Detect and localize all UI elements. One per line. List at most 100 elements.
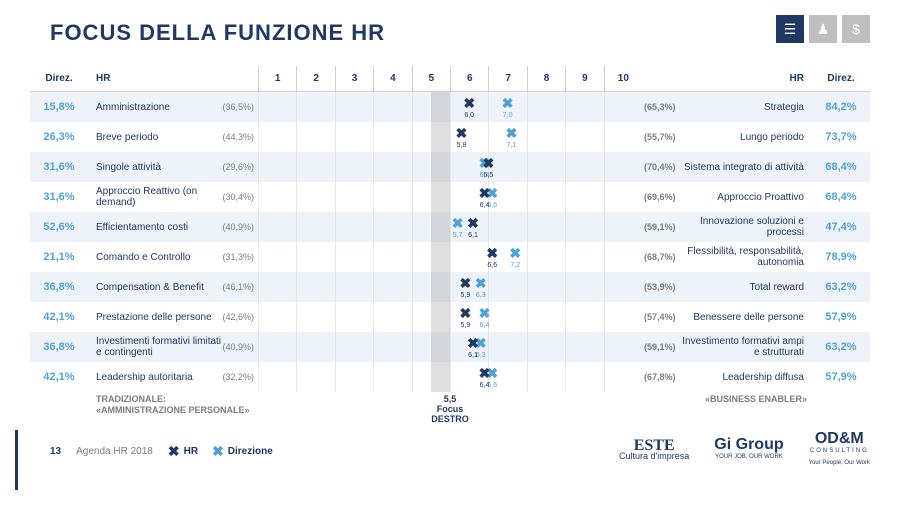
money-icon: $ xyxy=(842,15,870,43)
scale-cell: ✖7,2 ✖6,6 xyxy=(258,242,642,272)
table-row: 26,3%Breve periodo(44,3%) ✖7,1 ✖5,8 (55,7%)… xyxy=(30,122,870,152)
hr-right-label: (70,4%)Sistema integrato di attività xyxy=(642,162,812,173)
chess-icon: ♟ xyxy=(809,15,837,43)
hr-right-label: (57,4%)Benessere delle persone xyxy=(642,312,812,323)
hr-marker: ✖5,8 xyxy=(456,125,468,149)
direz-left-value: 42,1% xyxy=(30,371,88,383)
scale-cell: ✖6,4✖6,5 xyxy=(258,152,642,182)
direz-right-value: 73,7% xyxy=(812,131,870,143)
hr-marker: ✖6,0 xyxy=(463,95,475,119)
scale-cell: ✖6,3✖6,1 xyxy=(258,332,642,362)
scale-tick: 1 xyxy=(258,66,296,92)
scale-cell: ✖6,4 ✖5,9 xyxy=(258,302,642,332)
odm-logo: OD&MCONSULTINGYour People, Our Work xyxy=(809,434,870,468)
scale-cell: ✖6,6✖6,4 xyxy=(258,182,642,212)
scale-cell: ✖6,6✖6,4 xyxy=(258,362,642,392)
hr-left-label: Prestazione delle persone(42,6%) xyxy=(88,312,258,323)
hr-right-label: (59,1%)Investimento formativi ampi e str… xyxy=(642,336,812,358)
scale-cell: ✖7,0 ✖6,0 xyxy=(258,92,642,122)
header-hr-left: HR xyxy=(88,73,258,84)
direz-right-value: 78,9% xyxy=(812,251,870,263)
cross-icon: ✖ xyxy=(168,443,180,460)
dir-marker: ✖7,0 xyxy=(502,95,514,119)
direz-right-value: 68,4% xyxy=(812,191,870,203)
scale-cell: ✖6,3 ✖5,9 xyxy=(258,272,642,302)
hr-right-label: (67,8%)Leadership diffusa xyxy=(642,372,812,383)
legend: ✖HR ✖Direzione xyxy=(168,443,273,460)
hr-left-label: Amministrazione(36,5%) xyxy=(88,102,258,113)
dir-marker: ✖7,2 xyxy=(509,245,521,269)
dir-marker: ✖7,1 xyxy=(506,125,518,149)
top-icons: ☰ ♟ $ xyxy=(776,15,870,43)
hr-left-label: Leadership autoritaria(32,2%) xyxy=(88,372,258,383)
hr-left-label: Efficientamento costi(40,9%) xyxy=(88,222,258,233)
hr-marker: ✖5,9 xyxy=(459,275,471,299)
scale-tick: 6 xyxy=(450,66,488,92)
direz-left-value: 31,6% xyxy=(30,191,88,203)
hr-marker: ✖6,4 xyxy=(479,365,491,389)
chart-table: Direz. HR 12345678910 HR Direz. 15,8%Amm… xyxy=(30,66,870,392)
document-icon: ☰ xyxy=(776,15,804,43)
table-row: 42,1%Prestazione delle persone(42,6%)✖6,… xyxy=(30,302,870,332)
page-number: 13 xyxy=(50,446,61,457)
scale-tick: 7 xyxy=(488,66,526,92)
hr-left-label: Comando e Controllo(31,3%) xyxy=(88,252,258,263)
hr-right-label: (55,7%)Lungo periodo xyxy=(642,132,812,143)
hr-left-label: Compensation & Benefit(46,1%) xyxy=(88,282,258,293)
hr-right-label: (65,3%)Strategia xyxy=(642,102,812,113)
agenda-label: Agenda HR 2018 xyxy=(76,446,153,457)
direz-right-value: 68,4% xyxy=(812,161,870,173)
table-row: 42,1%Leadership autoritaria(32,2%)✖6,6✖6… xyxy=(30,362,870,392)
scale-tick: 10 xyxy=(604,66,642,92)
logos: ESTECultura d'impresa Gi GroupYOUR JOB, … xyxy=(619,434,870,468)
hr-marker: ✖6,5 xyxy=(483,155,495,179)
scale-cell: ✖7,1 ✖5,8 xyxy=(258,122,642,152)
dir-marker: ✖5,7 xyxy=(452,215,464,239)
table-row: 15,8%Amministrazione(36,5%) ✖7,0 ✖6,0 (65,3… xyxy=(30,92,870,122)
scale-header: 12345678910 xyxy=(258,66,642,92)
hr-right-label: (59,1%)Innovazione soluzioni e processi xyxy=(642,216,812,238)
scale-cell: ✖5,7✖6,1 xyxy=(258,212,642,242)
direz-left-value: 15,8% xyxy=(30,101,88,113)
direz-right-value: 57,9% xyxy=(812,311,870,323)
scale-tick: 9 xyxy=(565,66,603,92)
direz-left-value: 31,6% xyxy=(30,161,88,173)
hr-right-label: (69,6%)Approccio Proattivo xyxy=(642,192,812,203)
hr-marker: ✖6,1 xyxy=(467,335,479,359)
scale-tick: 5 xyxy=(412,66,450,92)
enabler-label: «BUSINESS ENABLER» xyxy=(642,394,870,424)
hr-marker: ✖6,1 xyxy=(467,215,479,239)
table-row: 31,6%Singole attività(29,6%)✖6,4✖6,5(70,… xyxy=(30,152,870,182)
dir-marker: ✖6,4 xyxy=(479,305,491,329)
header-direz-left: Direz. xyxy=(30,73,88,84)
side-bar-accent xyxy=(15,430,18,490)
direz-right-value: 63,2% xyxy=(812,341,870,353)
table-row: 21,1%Comando e Controllo(31,3%)✖7,2✖6,6(… xyxy=(30,242,870,272)
hr-left-label: Breve periodo(44,3%) xyxy=(88,132,258,143)
hr-marker: ✖6,6 xyxy=(486,245,498,269)
table-row: 52,6%Efficientamento costi(40,9%)✖5,7✖6,… xyxy=(30,212,870,242)
gigroup-logo: Gi GroupYOUR JOB, OUR WORK xyxy=(714,440,783,462)
hr-left-label: Investimenti formativi limitati e contin… xyxy=(88,336,258,358)
hr-marker: ✖6,4 xyxy=(479,185,491,209)
direz-left-value: 36,8% xyxy=(30,281,88,293)
hr-marker: ✖5,9 xyxy=(459,305,471,329)
hr-left-label: Approccio Reattivo (on demand)(30,4%) xyxy=(88,186,258,208)
scale-tick: 2 xyxy=(296,66,334,92)
focus-label: 5,5FocusDESTRO xyxy=(258,394,642,424)
direz-right-value: 57,9% xyxy=(812,371,870,383)
direz-left-value: 26,3% xyxy=(30,131,88,143)
direz-right-value: 47,4% xyxy=(812,221,870,233)
hr-left-label: Singole attività(29,6%) xyxy=(88,162,258,173)
page-title: FOCUS DELLA FUNZIONE HR xyxy=(50,20,870,46)
traditional-label: TRADIZIONALE:«AMMINISTRAZIONE PERSONALE» xyxy=(30,394,258,424)
direz-left-value: 36,8% xyxy=(30,341,88,353)
dir-marker: ✖6,3 xyxy=(475,275,487,299)
hr-right-label: (53,9%)Total reward xyxy=(642,282,812,293)
este-logo: ESTECultura d'impresa xyxy=(619,441,689,461)
scale-tick: 8 xyxy=(527,66,565,92)
table-row: 36,8%Compensation & Benefit(46,1%) ✖6,3 ✖5… xyxy=(30,272,870,302)
direz-left-value: 52,6% xyxy=(30,221,88,233)
cross-icon: ✖ xyxy=(212,443,224,460)
table-row: 31,6%Approccio Reattivo (on demand)(30,4… xyxy=(30,182,870,212)
